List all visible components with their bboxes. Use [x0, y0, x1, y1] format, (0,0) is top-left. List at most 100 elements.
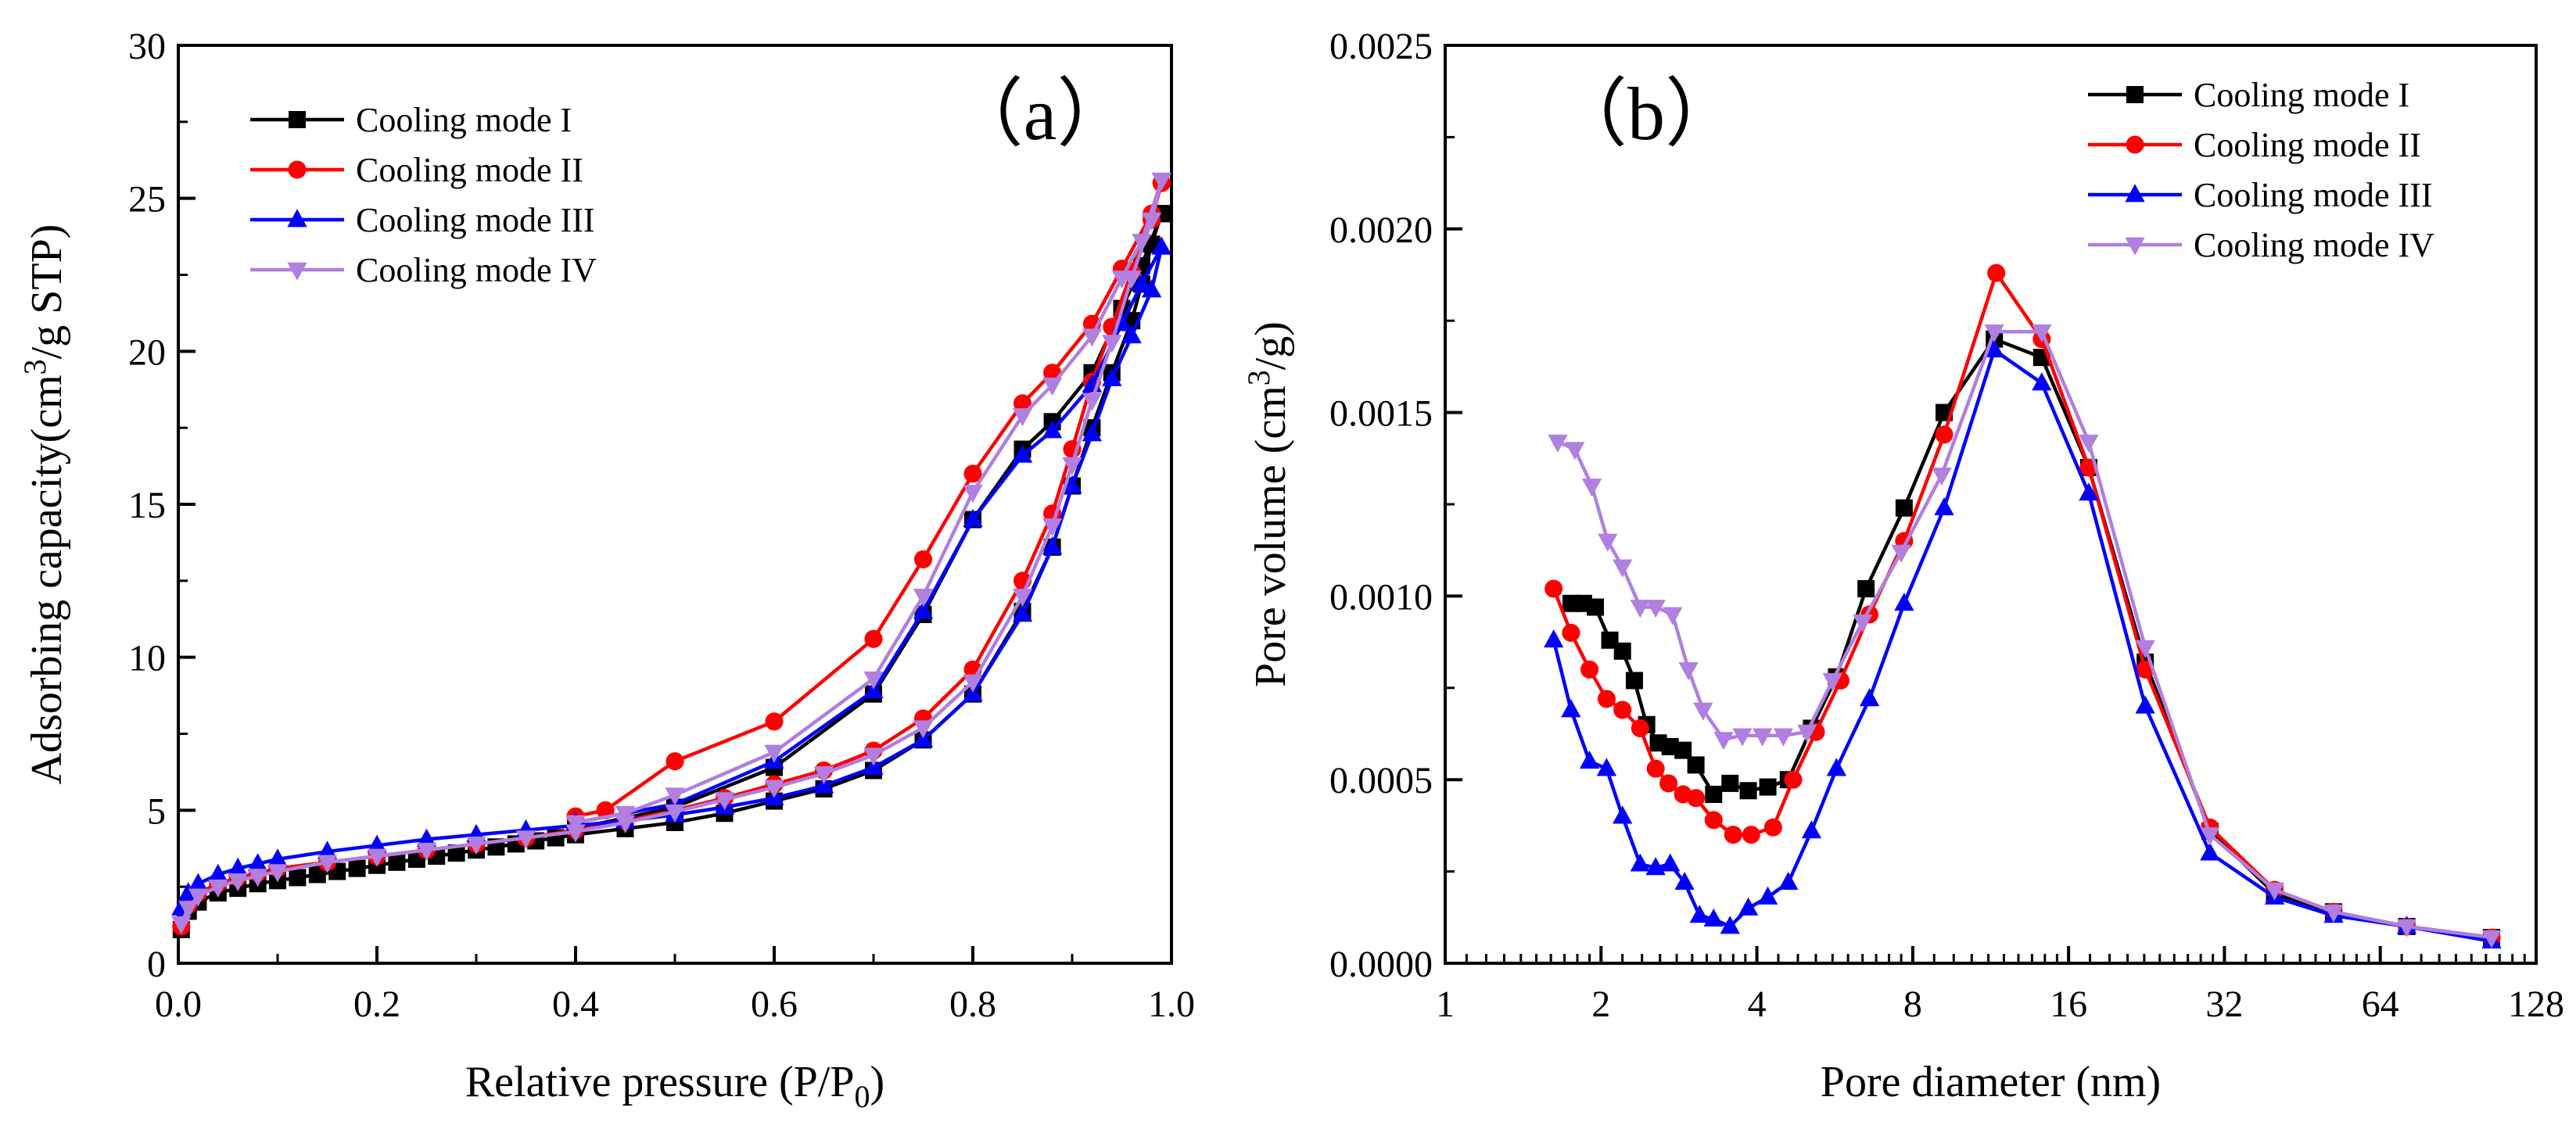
x-axis-title: Pore diameter (nm) — [1821, 1058, 2161, 1106]
data-point — [1857, 580, 1875, 598]
series-4 — [171, 172, 1171, 934]
data-point — [1587, 598, 1605, 616]
data-point — [1544, 629, 1564, 648]
data-point — [1013, 394, 1032, 413]
legend-item: Cooling mode IV — [2088, 226, 2434, 264]
data-point — [1759, 778, 1777, 796]
y-tick-label: 20 — [128, 332, 166, 373]
data-point — [864, 629, 883, 648]
desorption-line — [575, 213, 1164, 830]
data-point — [963, 674, 983, 693]
x-axis-title-main: Pore diameter (nm) — [1821, 1058, 2161, 1106]
data-point — [1548, 434, 1568, 453]
data-point — [1934, 496, 1954, 516]
data-point — [247, 853, 268, 872]
x-axis-title: Relative pressure (P/P0) — [465, 1058, 884, 1114]
data-point — [228, 857, 248, 876]
data-point — [1579, 750, 1600, 769]
data-point — [1853, 614, 1873, 633]
series-3 — [1544, 339, 2502, 949]
data-point — [1562, 623, 1580, 642]
data-point — [1801, 820, 1822, 839]
data-point — [171, 916, 192, 934]
x-axis-title-main: Relative pressure (P/P — [465, 1058, 855, 1106]
data-point — [863, 747, 884, 766]
panel-b-pore-distribution-chart: 1 2 4 8 16 32 64 128 0.0000 0.0005 0.0010 0.0015 0.0… — [1241, 26, 2564, 1106]
y-axis-title-superscript: 3 — [17, 359, 52, 375]
legend-item: Cooling mode II — [2088, 126, 2421, 164]
legend-label: Cooling mode I — [2194, 76, 2409, 114]
data-point — [1082, 423, 1103, 442]
data-point — [1062, 457, 1082, 475]
data-point — [1773, 728, 1794, 747]
data-point — [317, 855, 338, 873]
data-point — [178, 901, 199, 919]
data-point — [615, 805, 636, 824]
data-point — [1012, 408, 1033, 427]
x-tick-label: 2 — [1591, 984, 1610, 1025]
data-point — [913, 550, 933, 568]
data-point — [963, 484, 983, 504]
data-point — [1687, 756, 1705, 774]
data-point — [1687, 789, 1706, 808]
data-point — [615, 815, 636, 833]
legend-item: Cooling mode II — [250, 151, 583, 189]
x-tick-label: 32 — [2205, 984, 2243, 1025]
data-point — [1704, 811, 1723, 830]
data-point — [247, 869, 268, 887]
y-axis-title-main: Adsorbing capacity(cm — [23, 375, 71, 784]
data-point — [1631, 719, 1649, 738]
legend-label: Cooling mode III — [2194, 176, 2433, 214]
data-point — [1797, 724, 1817, 743]
data-point — [267, 864, 288, 883]
data-point — [1613, 701, 1632, 719]
legend-item: Cooling mode I — [250, 101, 572, 139]
legend-label: Cooling mode II — [356, 151, 583, 189]
data-point — [1659, 774, 1678, 793]
data-point — [1738, 897, 1759, 916]
y-tick-label: 0 — [147, 944, 166, 985]
data-point — [1581, 478, 1602, 497]
data-point — [1693, 702, 1713, 721]
y-tick-label: 0.0025 — [1329, 26, 1433, 67]
legend-item: Cooling mode I — [2088, 76, 2409, 114]
data-point — [1012, 604, 1033, 622]
y-axis-title: Pore volume (cm3/g) — [1241, 321, 1295, 687]
data-point — [1630, 853, 1650, 872]
series-2 — [1545, 263, 2501, 947]
data-point — [1703, 908, 1724, 926]
data-point — [2135, 695, 2155, 714]
data-point — [416, 842, 437, 861]
data-point — [1151, 172, 1171, 191]
x-tick-label: 64 — [2362, 984, 2399, 1025]
x-tick-label: 0.0 — [155, 984, 202, 1025]
data-point — [1062, 475, 1082, 493]
legend-label: Cooling mode IV — [356, 251, 597, 289]
data-point — [1102, 335, 1122, 353]
data-point — [1613, 805, 1633, 824]
y-tick-label: 0.0010 — [1329, 576, 1433, 618]
data-point — [913, 589, 934, 608]
data-point — [1012, 444, 1033, 463]
data-point — [1141, 212, 1162, 231]
data-point — [1082, 392, 1103, 411]
legend: Cooling mode I Cooling mode II Cooling mod… — [250, 101, 597, 289]
legend-swatch-marker — [2125, 184, 2145, 203]
data-point — [1674, 871, 1695, 891]
data-point — [1859, 688, 1880, 707]
data-point — [1630, 600, 1650, 618]
legend-swatch-marker — [288, 160, 307, 179]
data-point — [2032, 324, 2052, 343]
data-point — [289, 869, 307, 887]
legend-swatch-marker — [2126, 86, 2144, 103]
x-tick-label: 0.4 — [552, 984, 599, 1025]
x-tick-label: 1.0 — [1148, 984, 1195, 1025]
y-tick-label: 5 — [147, 790, 166, 832]
data-point — [1111, 271, 1132, 289]
data-point — [2135, 640, 2155, 658]
data-point — [1545, 579, 1563, 598]
panel-label: （a） — [949, 72, 1132, 156]
data-point — [1935, 425, 1954, 444]
